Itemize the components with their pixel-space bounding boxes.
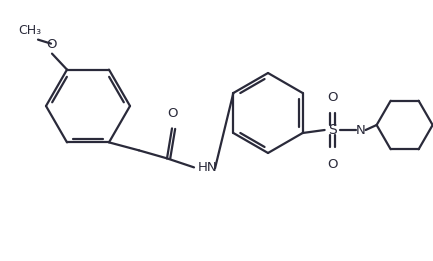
Text: O: O [327, 158, 338, 171]
Text: O: O [327, 91, 338, 104]
Text: O: O [168, 107, 178, 120]
Text: HN: HN [198, 161, 218, 174]
Text: N: N [356, 123, 365, 137]
Text: S: S [328, 123, 337, 137]
Text: O: O [46, 38, 56, 51]
Text: CH₃: CH₃ [19, 24, 42, 37]
